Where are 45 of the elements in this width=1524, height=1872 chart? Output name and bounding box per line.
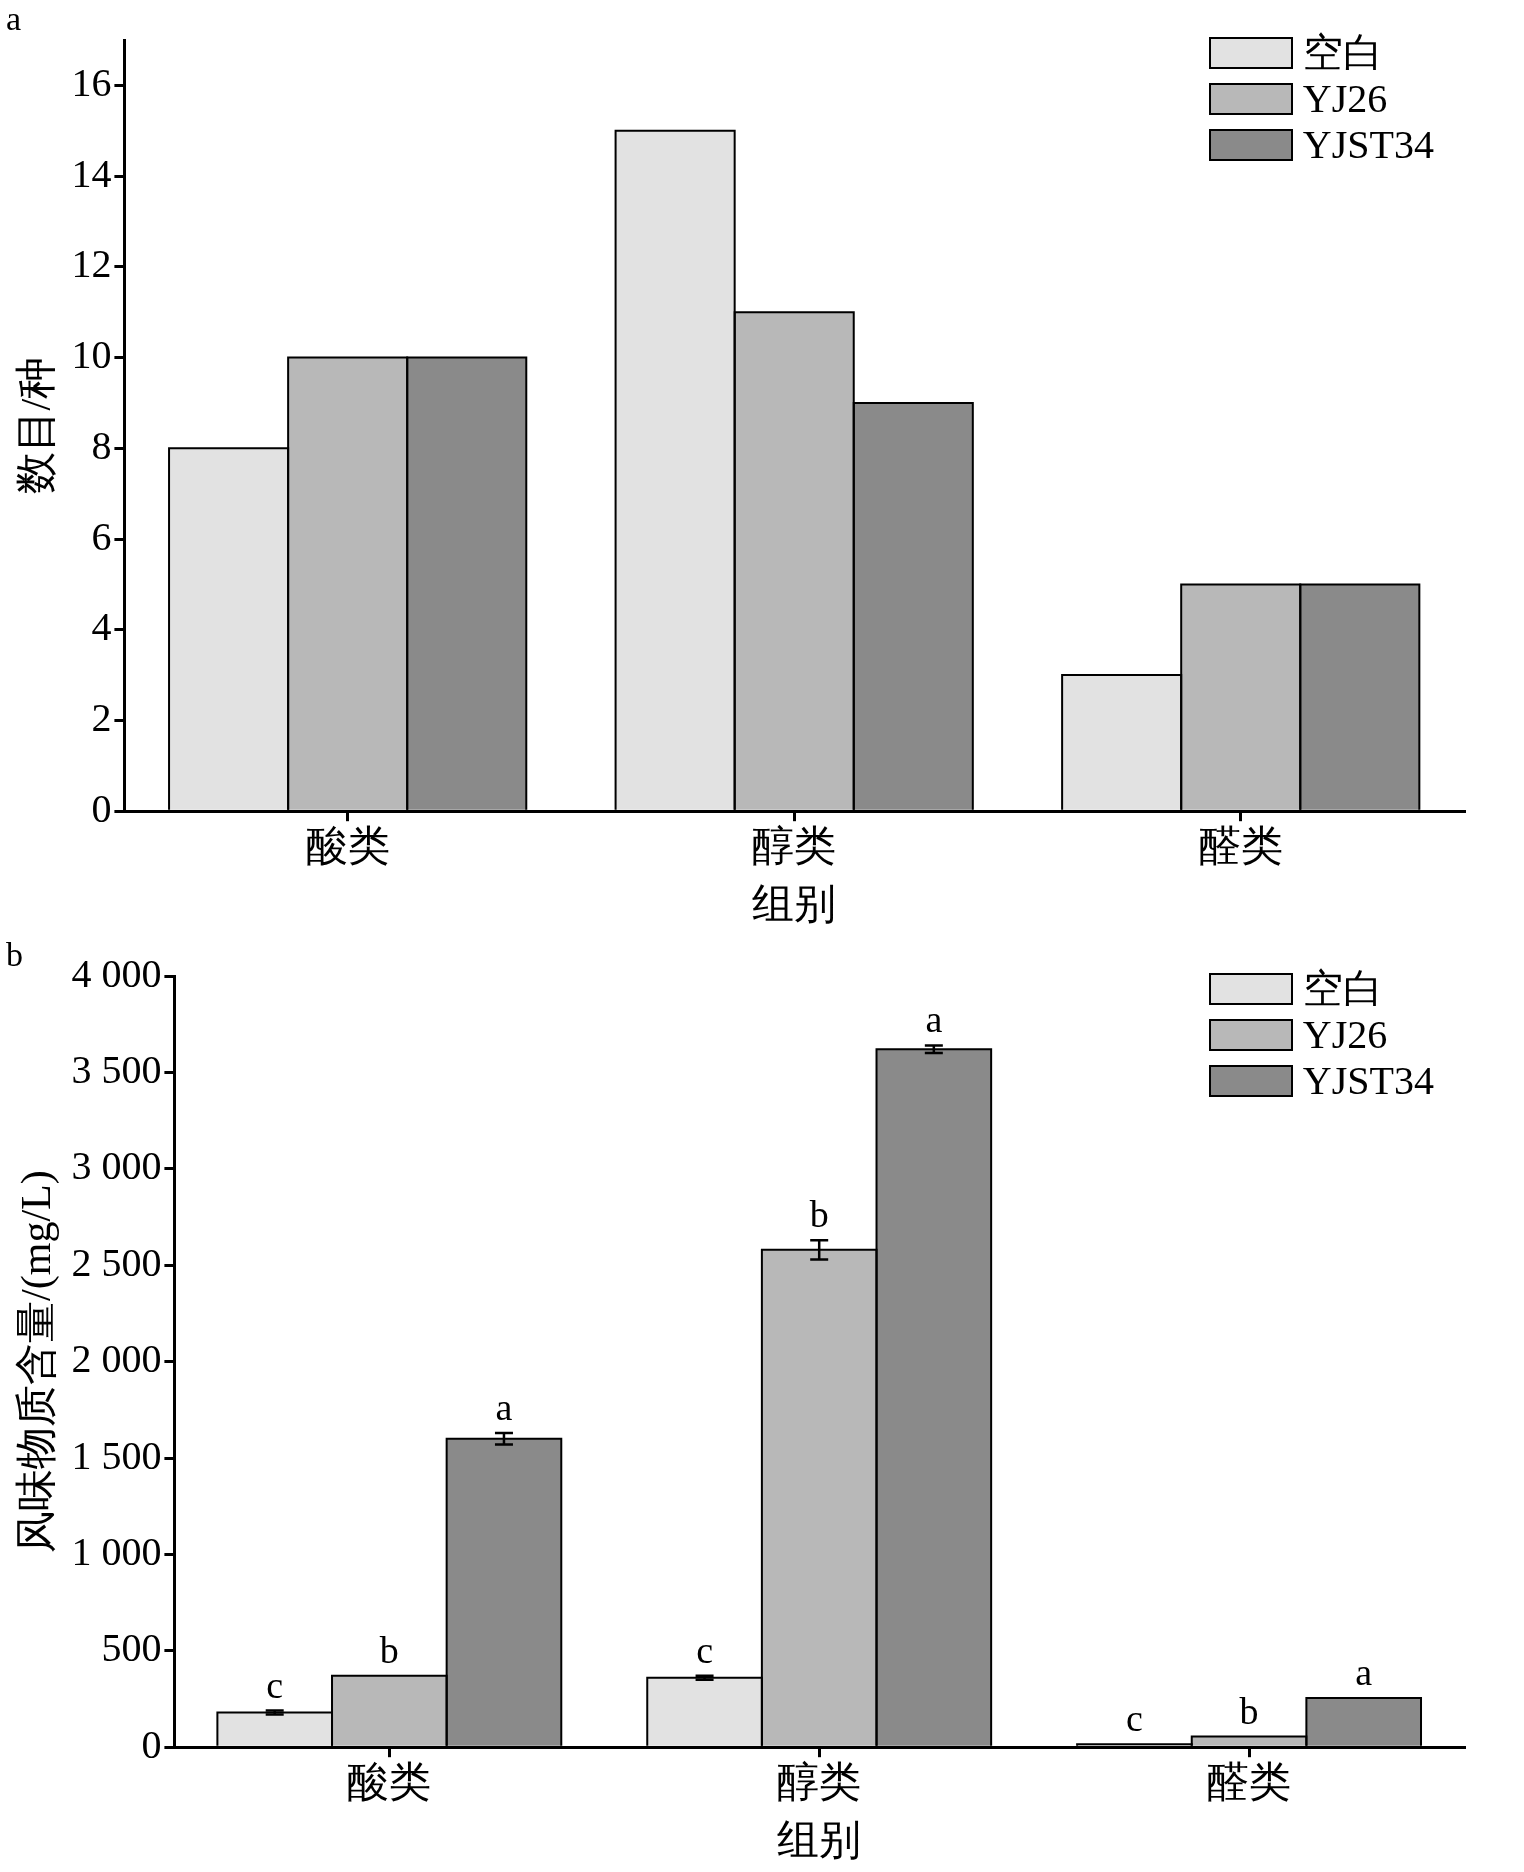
data-label: a	[495, 1385, 513, 1428]
y-tick-label: 3 000	[71, 1143, 162, 1189]
text: a	[6, 0, 22, 38]
data-label: c	[266, 1663, 284, 1706]
x-tick-label: 醛类	[1207, 1759, 1292, 1806]
y-tick-label: 6	[91, 513, 112, 559]
y-tick-label: 3 500	[71, 1046, 162, 1092]
y-axis-title: 数目/种	[13, 356, 60, 495]
y-tick-label: 12	[71, 241, 112, 287]
data-label: b	[379, 1628, 399, 1671]
y-tick-label: 1 000	[71, 1528, 162, 1574]
y-tick-label: 500	[101, 1625, 162, 1671]
y-tick-label: 14	[71, 150, 112, 196]
data-label: c	[1126, 1697, 1143, 1740]
x-axis-title: 组别	[752, 880, 837, 927]
y-tick-label: 2	[91, 694, 112, 740]
y-tick-label: 1 500	[71, 1432, 162, 1478]
x-tick-label: 醛类	[1198, 823, 1283, 870]
legend-label: YJST34	[1302, 1058, 1434, 1104]
data-label: a	[1355, 1651, 1373, 1694]
y-tick-label: 2 500	[71, 1239, 162, 1285]
y-tick-label: 8	[91, 422, 112, 468]
x-tick-label: 醇类	[752, 823, 837, 870]
legend-label: YJST34	[1302, 122, 1434, 168]
data-label: b	[1239, 1689, 1259, 1732]
y-tick-label: 16	[71, 59, 112, 105]
x-tick-label: 酸类	[305, 823, 390, 870]
legend-label: 空白	[1302, 30, 1383, 76]
y-tick-label: 4	[91, 604, 112, 650]
x-tick-label: 酸类	[347, 1759, 432, 1806]
x-tick-label: 醇类	[777, 1759, 862, 1806]
text: b	[6, 936, 23, 974]
y-tick-label: 4 000	[71, 950, 162, 996]
data-label: b	[809, 1193, 829, 1236]
x-axis-title: 组别	[777, 1816, 862, 1863]
y-axis-title: 风味物质含量/(mg/L)	[13, 1170, 61, 1553]
y-tick-label: 0	[141, 1721, 162, 1767]
y-tick-label: 0	[91, 785, 112, 831]
legend-label: YJ26	[1302, 1012, 1388, 1058]
data-label: c	[696, 1628, 714, 1671]
legend-label: 空白	[1302, 966, 1383, 1012]
y-tick-label: 10	[71, 332, 112, 378]
y-tick-label: 2 000	[71, 1336, 162, 1382]
data-label: a	[925, 998, 943, 1041]
legend-label: YJ26	[1302, 76, 1388, 122]
